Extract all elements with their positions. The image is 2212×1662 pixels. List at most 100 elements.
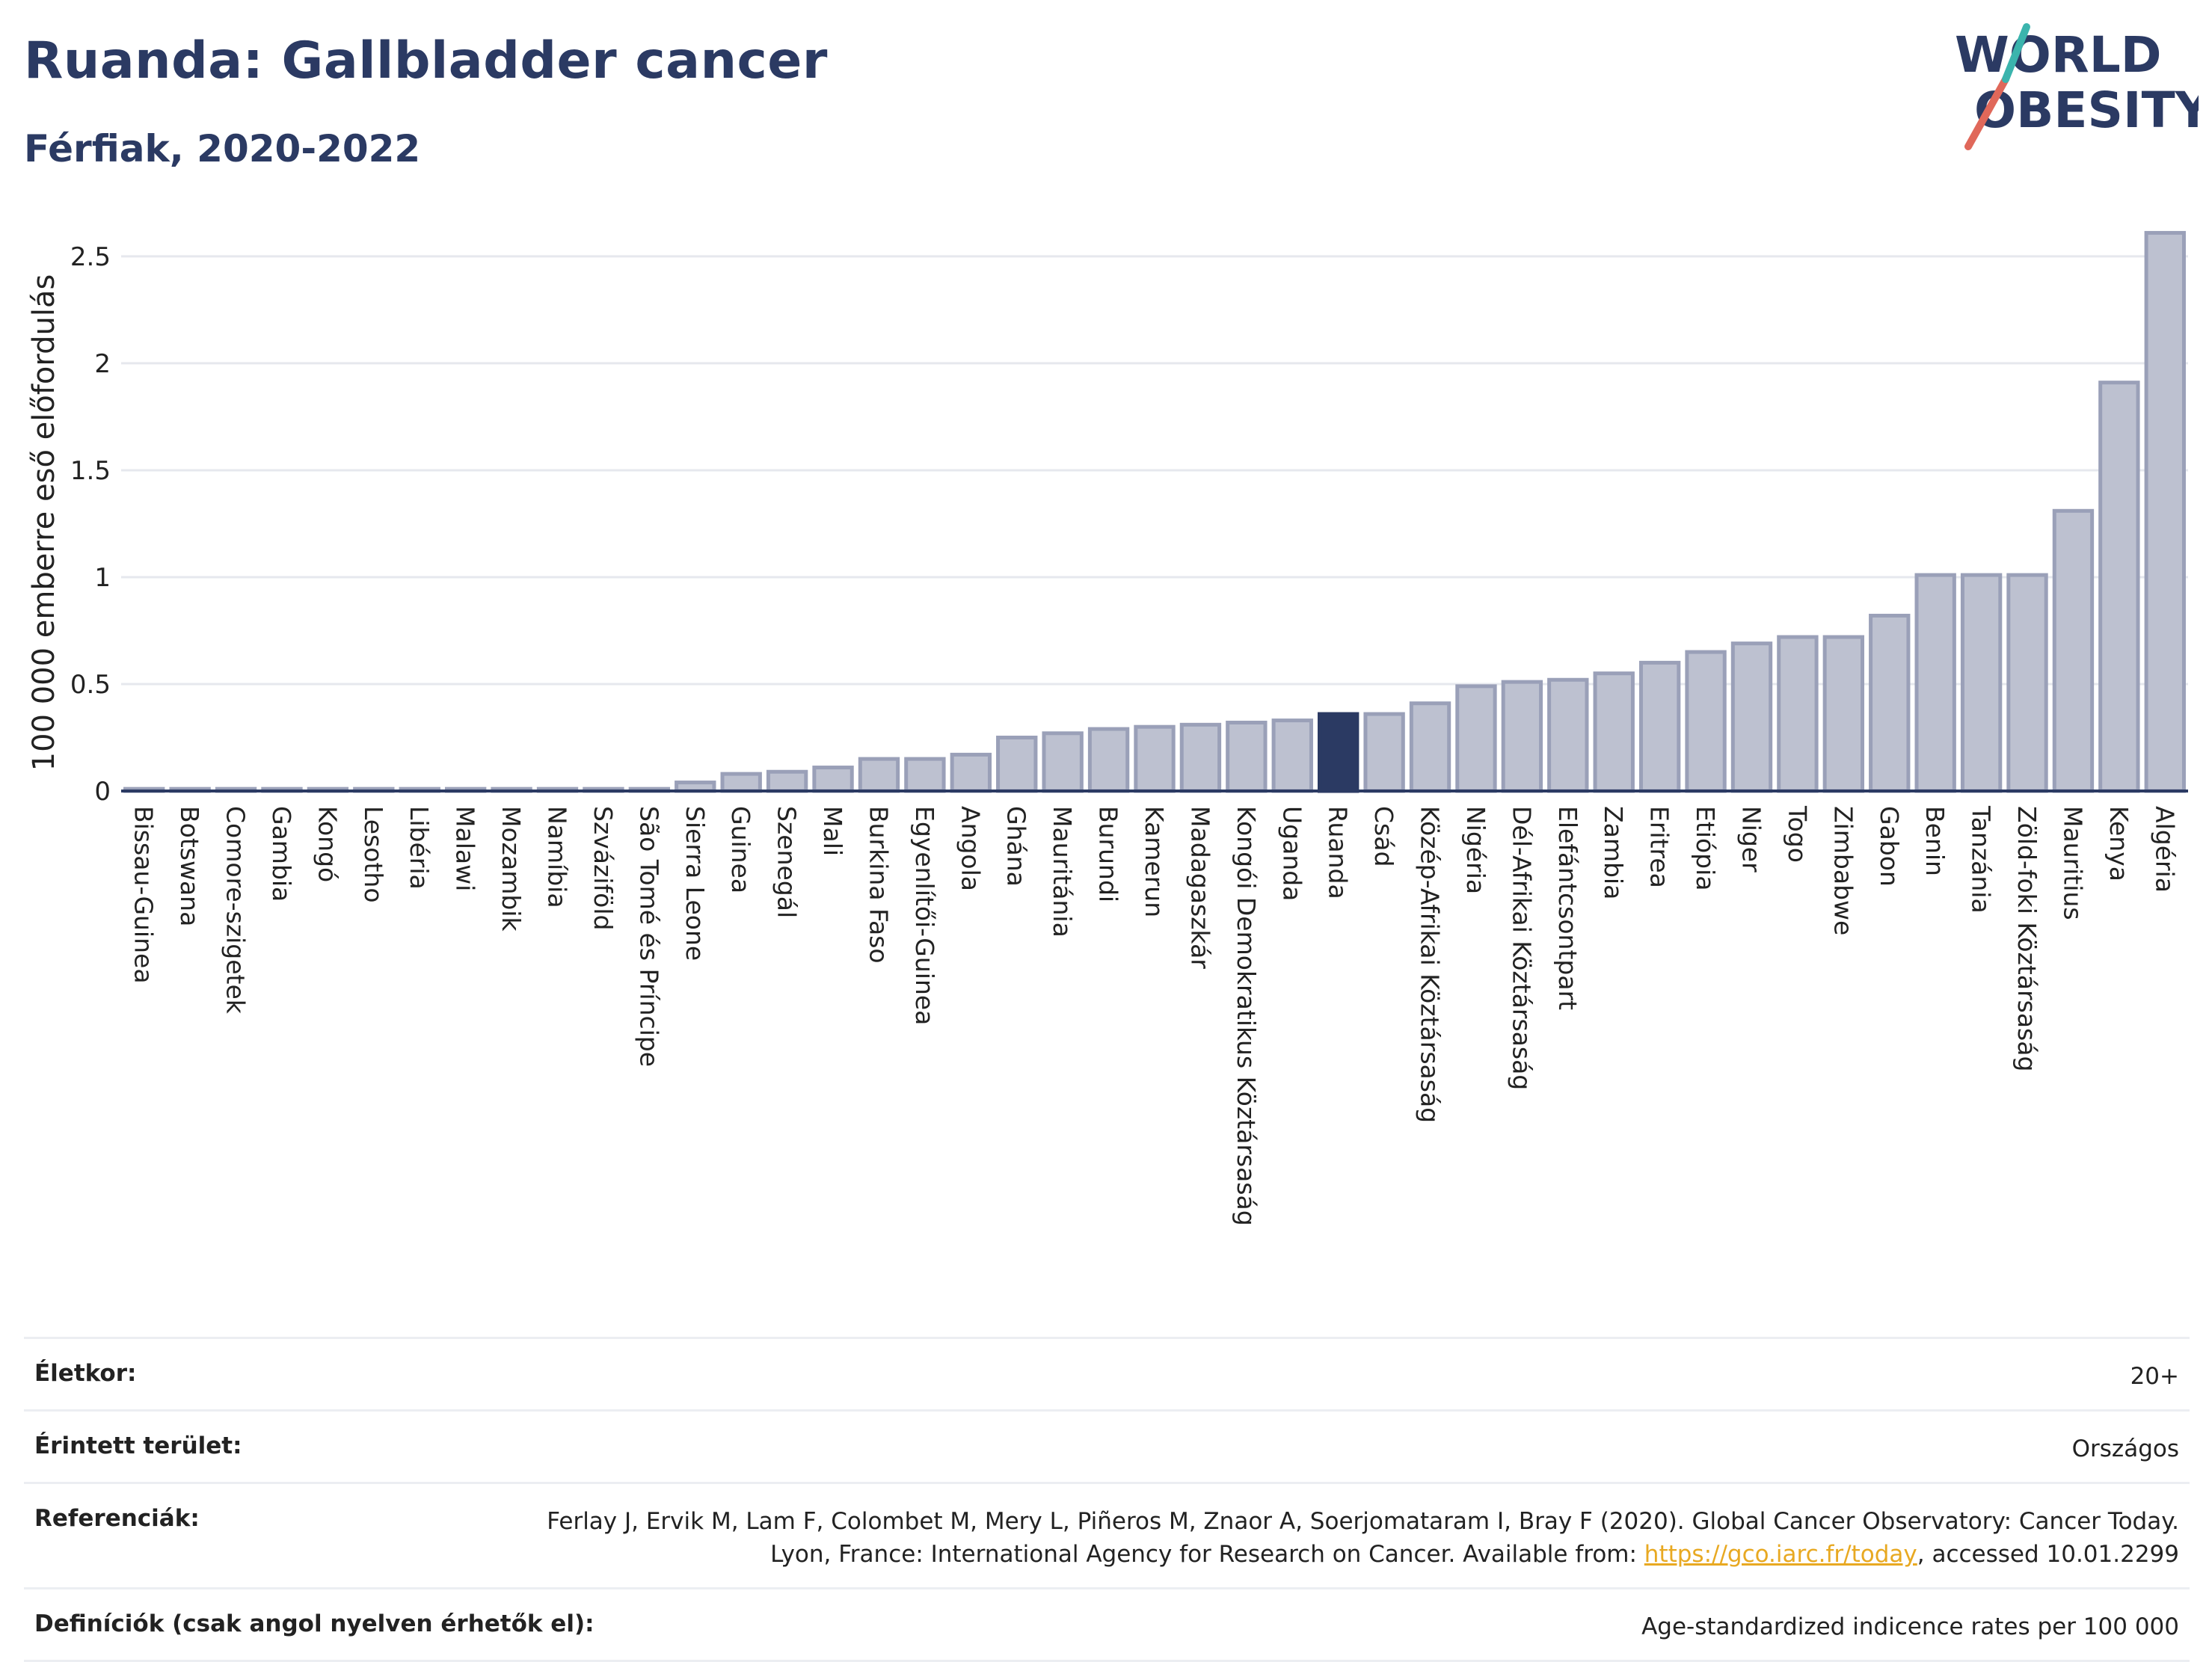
y-tick-label: 0.5 bbox=[70, 670, 111, 700]
bar bbox=[858, 757, 900, 793]
info-row-area: Érintett terület: Országos bbox=[24, 1409, 2190, 1482]
bar-chart: 0 0.5 1 1.5 2 2.5 Bissau-Guinea Botswana Comore… bbox=[27, 230, 2188, 1226]
x-category-label: Nigéria bbox=[1461, 806, 1490, 894]
info-value-age: 20+ bbox=[2130, 1363, 2179, 1390]
logo-line2: OBESITY bbox=[1974, 81, 2199, 139]
y-axis-label: 100 000 emberre eső előfordulás bbox=[27, 274, 61, 772]
bar bbox=[766, 769, 808, 793]
bar bbox=[1226, 720, 1268, 793]
x-category-label: Elefántcsontpart bbox=[1553, 806, 1582, 1010]
x-category-label: Közép-Afrikai Köztársaság bbox=[1416, 806, 1445, 1123]
bar bbox=[1822, 635, 1865, 793]
x-category-label: Mauritánia bbox=[1048, 806, 1077, 938]
bar bbox=[1455, 684, 1497, 793]
bar bbox=[1914, 573, 1956, 793]
x-category-label: Comore-szigetek bbox=[221, 806, 251, 1015]
x-category-label: Uganda bbox=[1277, 806, 1306, 901]
bar bbox=[1409, 701, 1451, 793]
info-value-definitions: Age-standardized indicence rates per 100… bbox=[1641, 1613, 2179, 1640]
bar bbox=[904, 757, 946, 793]
bar bbox=[720, 772, 762, 793]
x-category-label: Kamerun bbox=[1140, 806, 1169, 917]
bar bbox=[1087, 727, 1130, 793]
info-key-definitions: Definíciók (csak angol nyelven érhetők e… bbox=[34, 1610, 595, 1637]
x-category-label: Togo bbox=[1783, 805, 1812, 863]
x-category-label: Botswana bbox=[175, 806, 204, 926]
y-tick-label: 1.5 bbox=[70, 456, 111, 486]
info-table: Életkor: 20+ Érintett terület: Országos … bbox=[24, 1337, 2190, 1662]
bar bbox=[1271, 718, 1313, 793]
info-key-area: Érintett terület: bbox=[34, 1432, 242, 1459]
bar bbox=[1869, 613, 1911, 793]
x-category-label: Angola bbox=[956, 806, 985, 891]
x-category-label: Ghána bbox=[1002, 806, 1031, 887]
info-key-references: Referenciák: bbox=[34, 1505, 200, 1532]
x-category-label: Kenya bbox=[2104, 806, 2133, 881]
y-tick-label: 0 bbox=[94, 777, 111, 807]
x-category-label: Kongó bbox=[313, 806, 342, 882]
x-category-label: Malawi bbox=[451, 806, 480, 891]
world-obesity-logo: WORLD OBESITY bbox=[1952, 21, 2212, 156]
info-value-area: Országos bbox=[2071, 1435, 2179, 1462]
x-category-label: Namíbia bbox=[543, 806, 572, 908]
x-category-label: Szenegál bbox=[772, 806, 802, 918]
x-category-label: Tanzánia bbox=[1967, 805, 1996, 914]
x-category-label: Szváziföld bbox=[589, 806, 618, 930]
logo-slash-red bbox=[1964, 76, 2009, 150]
x-category-label: Csád bbox=[1369, 806, 1398, 867]
x-category-label: Burkina Faso bbox=[864, 806, 893, 964]
x-category-label: Zimbabwe bbox=[1828, 806, 1858, 935]
bar bbox=[2006, 573, 2048, 793]
x-category-labels: Bissau-Guinea Botswana Comore-szigetek Gamb… bbox=[129, 805, 2180, 1226]
x-category-label: Sierra Leone bbox=[681, 806, 710, 961]
bar bbox=[1363, 712, 1405, 793]
x-category-label: Zambia bbox=[1599, 806, 1628, 899]
chart-subtitle: Férfiak, 2020-2022 bbox=[24, 127, 421, 170]
bar bbox=[1638, 660, 1681, 793]
x-category-label: Etiópia bbox=[1691, 806, 1720, 891]
x-category-label: Benin bbox=[1920, 806, 1950, 876]
x-category-label: Kongói Demokratikus Köztársaság bbox=[1232, 806, 1261, 1226]
x-category-label: Bissau-Guinea bbox=[129, 806, 159, 984]
x-category-label: Gabon bbox=[1875, 806, 1904, 887]
bar bbox=[996, 735, 1038, 793]
bar bbox=[1179, 722, 1222, 793]
bar bbox=[1134, 724, 1176, 793]
bar bbox=[1042, 731, 1084, 793]
chart-title: Ruanda: Gallbladder cancer bbox=[24, 31, 828, 90]
x-category-label: Mali bbox=[818, 806, 847, 856]
bar bbox=[1685, 650, 1727, 793]
info-row-definitions: Definíciók (csak angol nyelven érhetők e… bbox=[24, 1587, 2190, 1662]
bar bbox=[1730, 641, 1773, 793]
reference-accessed: , accessed 10.01.2299 bbox=[1917, 1541, 2179, 1568]
bar bbox=[1547, 677, 1589, 793]
reference-link[interactable]: https://gco.iarc.fr/today bbox=[1644, 1541, 1917, 1568]
bar bbox=[1501, 680, 1543, 793]
reference-text: Ferlay J, Ervik M, Lam F, Colombet M, Me… bbox=[547, 1508, 2179, 1568]
y-tick-label: 1 bbox=[94, 563, 111, 593]
bar bbox=[1777, 635, 1819, 793]
x-category-label: Lesotho bbox=[359, 806, 388, 903]
y-tick-labels: 0 0.5 1 1.5 2 2.5 bbox=[70, 242, 111, 807]
logo-slash-teal bbox=[2002, 23, 2030, 83]
x-category-label: São Tomé és Príncipe bbox=[634, 806, 663, 1067]
x-category-label: Mozambik bbox=[497, 806, 526, 932]
bars bbox=[123, 230, 2186, 793]
bar bbox=[950, 752, 992, 793]
info-key-age: Életkor: bbox=[34, 1360, 137, 1387]
bar bbox=[1593, 671, 1635, 793]
x-category-label: Zöld-foki Köztársaság bbox=[2012, 806, 2042, 1071]
logo-line1: WORLD bbox=[1955, 26, 2162, 84]
x-category-label: Egyenlítői-Guinea bbox=[910, 806, 939, 1025]
x-category-label: Dél-Afrikai Köztársaság bbox=[1507, 806, 1536, 1090]
bar bbox=[2144, 230, 2186, 793]
y-tick-label: 2 bbox=[94, 349, 111, 379]
bar-highlight bbox=[1318, 712, 1360, 793]
x-category-label: Ruanda bbox=[1324, 806, 1353, 899]
info-value-references: Ferlay J, Ervik M, Lam F, Colombet M, Me… bbox=[497, 1505, 2179, 1571]
x-category-label: Gambia bbox=[267, 806, 296, 902]
x-category-label: Algéria bbox=[2150, 806, 2179, 893]
x-category-label: Mauritius bbox=[2058, 806, 2087, 920]
bar bbox=[2052, 508, 2095, 793]
bar bbox=[2098, 381, 2140, 793]
